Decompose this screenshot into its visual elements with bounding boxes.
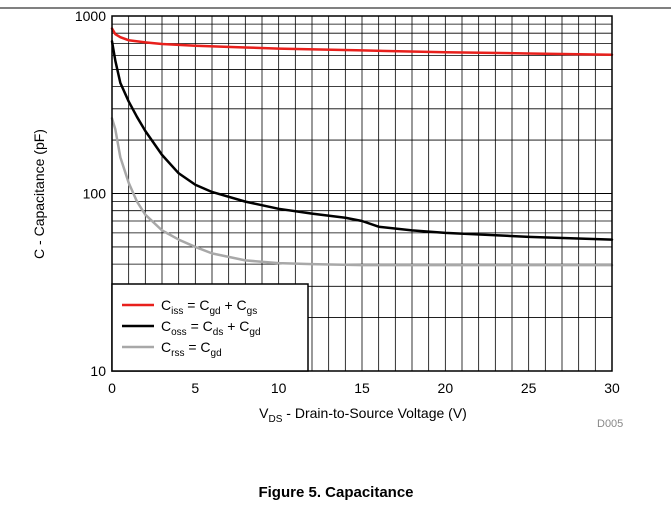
x-tick-label: 10	[271, 380, 287, 396]
legend-label-crss: Crss = Cgd	[161, 339, 222, 359]
legend-box	[111, 283, 309, 372]
figure-code: D005	[597, 418, 623, 430]
x-tick-label: 15	[354, 380, 370, 396]
y-tick-label: 1000	[75, 8, 106, 24]
x-tick-label: 20	[438, 380, 454, 396]
figure-caption: Figure 5. Capacitance	[258, 484, 413, 501]
x-tick-label: 0	[108, 380, 116, 396]
x-tick-label: 25	[521, 380, 537, 396]
plot-lines	[110, 27, 614, 267]
legend-label-ciss: Ciss = Cgd + Cgs	[161, 297, 257, 317]
series-line-coss	[110, 40, 614, 241]
x-axis-label: VDS - Drain-to-Source Voltage (V)	[259, 405, 467, 425]
x-tick-label: 5	[191, 380, 199, 396]
y-tick-label: 100	[83, 186, 107, 202]
series-line-crss	[110, 117, 614, 267]
series-line-ciss	[110, 27, 614, 56]
x-tick-label: 30	[604, 380, 620, 396]
grid	[112, 16, 612, 371]
plot-frame	[111, 15, 613, 372]
tick-labels: 0 5 10 15 20 25 30 10 100 1000	[75, 8, 620, 396]
y-tick-label: 10	[90, 363, 106, 379]
y-axis-label: C - Capacitance (pF)	[31, 129, 47, 259]
legend-label-coss: Coss = Cds + Cgd	[161, 318, 261, 338]
